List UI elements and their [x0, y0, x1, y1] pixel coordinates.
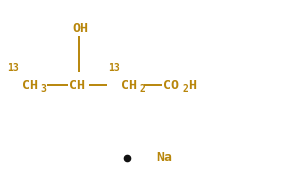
Text: OH: OH: [72, 22, 88, 35]
Text: Na: Na: [157, 151, 172, 164]
Text: 13: 13: [108, 63, 120, 73]
Text: 13: 13: [7, 63, 18, 73]
Text: 3: 3: [41, 84, 46, 94]
Text: CH: CH: [121, 79, 137, 91]
Text: 2: 2: [140, 84, 146, 94]
Text: CH: CH: [22, 79, 38, 91]
Text: 2: 2: [183, 84, 189, 94]
Text: CH: CH: [69, 79, 85, 91]
Text: CO: CO: [163, 79, 179, 91]
Text: H: H: [188, 79, 196, 91]
